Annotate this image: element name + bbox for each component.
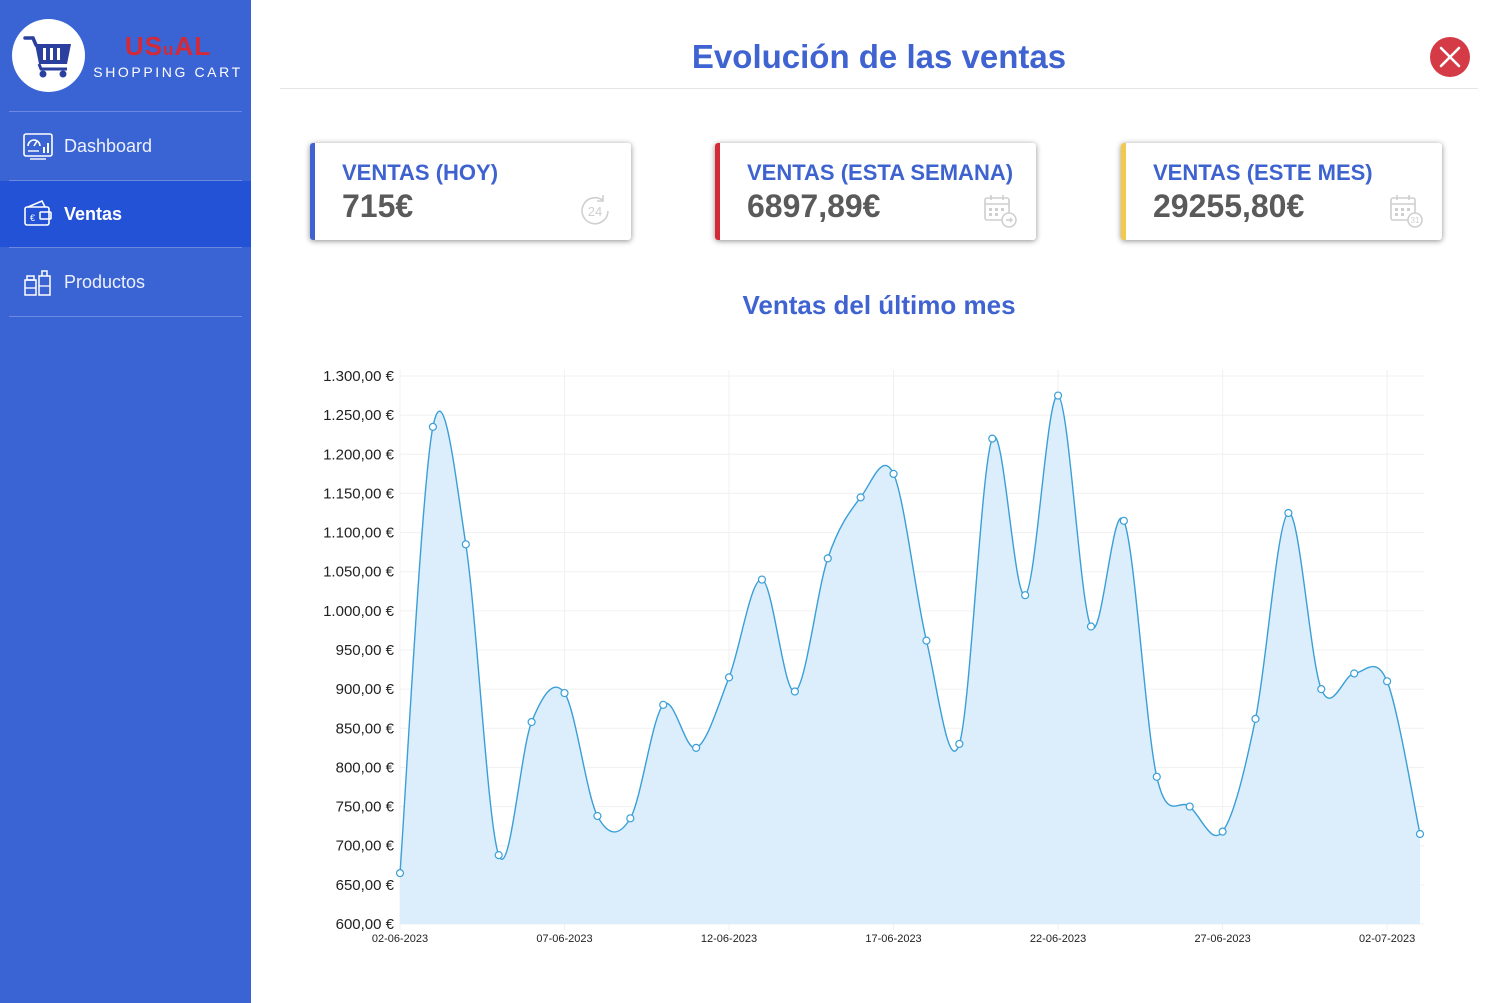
sidebar: USuAL SHOPPING CART Dashboard € Ventas [0, 0, 251, 1003]
y-tick-label: 1.000,00 € [323, 603, 395, 620]
data-point [527, 717, 536, 727]
page-title: Evolución de las ventas [691, 38, 1067, 75]
close-icon [1439, 46, 1461, 68]
products-icon [24, 270, 51, 296]
x-tick-label: 17-06-2023 [865, 933, 921, 945]
sidebar-item-dashboard[interactable]: Dashboard [0, 113, 251, 179]
card-accent-bar [310, 143, 315, 240]
y-tick-label: 950,00 € [336, 642, 395, 659]
x-tick-label: 07-06-2023 [536, 933, 592, 945]
x-tick-label: 22-06-2023 [1030, 933, 1086, 945]
card-label: VENTAS (ESTA SEMANA) [747, 160, 1014, 185]
data-point [1152, 772, 1161, 781]
data-point [757, 575, 767, 584]
brand-name: USuAL [124, 31, 212, 61]
stat-card-month: VENTAS (ESTE MES) 29255,80€ 31 [1121, 143, 1442, 240]
svg-text:€: € [30, 213, 35, 223]
dashboard-icon [23, 133, 53, 160]
data-point [1218, 827, 1227, 836]
data-point [692, 743, 701, 752]
divider [9, 316, 242, 317]
data-point [494, 851, 503, 860]
data-point [922, 636, 931, 645]
shopping-cart-icon [22, 35, 71, 77]
chart-title: Ventas del último mes [742, 290, 1016, 320]
data-point [428, 422, 438, 431]
data-point [461, 540, 470, 549]
data-point [593, 811, 602, 821]
sidebar-item-label: Ventas [64, 203, 123, 224]
card-label: VENTAS (HOY) [342, 160, 499, 185]
x-tick-label: 02-06-2023 [372, 933, 428, 945]
divider [9, 180, 242, 181]
calendar-month-icon: 31 [1390, 195, 1423, 228]
y-tick-label: 650,00 € [336, 877, 395, 894]
x-tick-label: 12-06-2023 [701, 933, 757, 945]
brand-subtitle: SHOPPING CART [93, 64, 243, 80]
svg-text:31: 31 [1411, 216, 1420, 225]
data-point [1086, 622, 1096, 631]
card-value: 29255,80€ [1153, 188, 1305, 224]
card-accent-bar [1121, 143, 1126, 240]
card-value: 715€ [342, 188, 414, 224]
y-tick-label: 900,00 € [336, 681, 395, 698]
24h-icon: 24 [581, 195, 609, 225]
cart-logo [12, 19, 85, 92]
y-tick-label: 1.150,00 € [323, 485, 395, 502]
card-label: VENTAS (ESTE MES) [1153, 160, 1373, 185]
card-accent-bar [715, 143, 720, 240]
data-point [1415, 829, 1425, 839]
y-tick-label: 1.100,00 € [323, 525, 395, 542]
y-tick-label: 700,00 € [336, 838, 395, 855]
sidebar-item-label: Dashboard [64, 135, 153, 156]
y-tick-label: 800,00 € [336, 759, 395, 776]
data-point [1119, 516, 1128, 525]
x-tick-label: 02-07-2023 [1359, 933, 1415, 945]
close-button[interactable] [1430, 37, 1470, 77]
sales-wallet-icon: € [24, 199, 52, 226]
card-value: 6897,89€ [747, 188, 881, 224]
data-point [988, 434, 997, 443]
data-point [889, 469, 898, 478]
stat-card-week: VENTAS (ESTA SEMANA) 6897,89€ [715, 143, 1036, 240]
divider [9, 247, 242, 248]
y-tick-label: 1.050,00 € [323, 564, 395, 581]
data-point [823, 554, 832, 563]
data-point [1350, 669, 1359, 678]
calendar-week-icon [984, 195, 1017, 228]
data-point [1382, 677, 1392, 686]
data-point [1021, 591, 1030, 600]
svg-text:24: 24 [588, 204, 602, 219]
title-divider [280, 88, 1478, 89]
sidebar-item-label: Productos [64, 271, 146, 292]
data-point [1317, 685, 1326, 694]
y-tick-label: 850,00 € [336, 720, 395, 737]
data-point [1251, 714, 1260, 723]
data-point [724, 673, 734, 682]
area-fill [400, 395, 1420, 924]
data-point [395, 869, 405, 878]
divider [9, 111, 242, 112]
data-point [955, 739, 964, 749]
sidebar-item-productos[interactable]: Productos [0, 249, 251, 315]
data-point [1284, 508, 1293, 518]
y-tick-label: 750,00 € [336, 799, 395, 816]
data-point [790, 687, 799, 696]
data-point [856, 493, 865, 502]
sales-chart: 600,00 € 650,00 € 700,00 € 750,00 € 800,00 €… [323, 368, 1425, 945]
data-point [560, 688, 569, 698]
data-point [1185, 802, 1194, 811]
sidebar-item-ventas[interactable]: € Ventas [0, 181, 251, 247]
data-point [659, 700, 668, 709]
y-tick-label: 600,00 € [336, 916, 395, 933]
x-tick-label: 27-06-2023 [1194, 933, 1250, 945]
y-tick-label: 1.250,00 € [323, 407, 395, 424]
data-point [626, 814, 635, 823]
brand: USuAL SHOPPING CART [93, 32, 243, 80]
y-tick-label: 1.200,00 € [323, 446, 395, 463]
y-tick-label: 1.300,00 € [323, 368, 395, 385]
stat-card-today: VENTAS (HOY) 715€ 24 [310, 143, 631, 240]
data-point [1053, 391, 1063, 400]
